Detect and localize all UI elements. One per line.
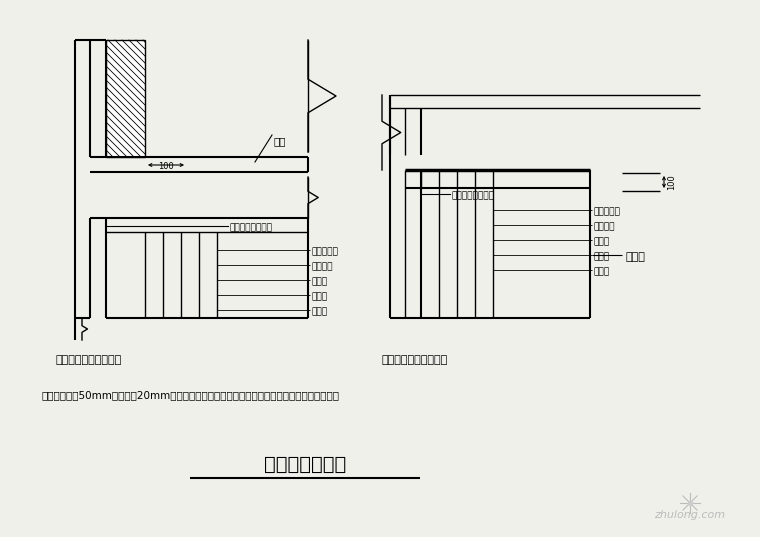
Text: 保温板: 保温板 (312, 292, 328, 301)
Text: 保温板：板厚50mm，空气层20mm，缝隙用胶黏剂填无收缩材料，板临末顶薄薄涂刷网格布，以: 保温板：板厚50mm，空气层20mm，缝隙用胶黏剂填无收缩材料，板临末顶薄薄涂刷… (42, 390, 340, 400)
Text: 无收缩胶胶结材料: 无收缩胶胶结材料 (230, 223, 273, 232)
Text: zhulong.com: zhulong.com (654, 510, 726, 520)
Text: 外墙装修层: 外墙装修层 (594, 207, 621, 216)
Text: 外墙装修层: 外墙装修层 (312, 247, 339, 256)
Text: 外墙保温节点图: 外墙保温节点图 (264, 455, 346, 474)
Text: 100: 100 (667, 174, 676, 190)
Text: 结构墙体: 结构墙体 (594, 222, 616, 231)
Text: 保温板: 保温板 (594, 252, 610, 261)
Text: 空气层: 空气层 (312, 277, 328, 286)
Text: 网格布: 网格布 (594, 267, 610, 276)
Text: 无收缩胶胶结材料: 无收缩胶胶结材料 (452, 191, 495, 200)
Text: 外墙内保温板施工端点: 外墙内保温板施工端点 (55, 355, 122, 365)
Text: 100: 100 (158, 162, 174, 171)
Bar (106, 40, 145, 157)
Text: 空气层: 空气层 (594, 237, 610, 246)
Text: 网格布: 网格布 (312, 307, 328, 316)
Text: 内层墙: 内层墙 (625, 252, 645, 262)
Text: 结构墙体: 结构墙体 (312, 262, 334, 271)
Text: 外墙内保温板施工结点: 外墙内保温板施工结点 (382, 355, 448, 365)
Text: 楼板: 楼板 (274, 136, 287, 146)
